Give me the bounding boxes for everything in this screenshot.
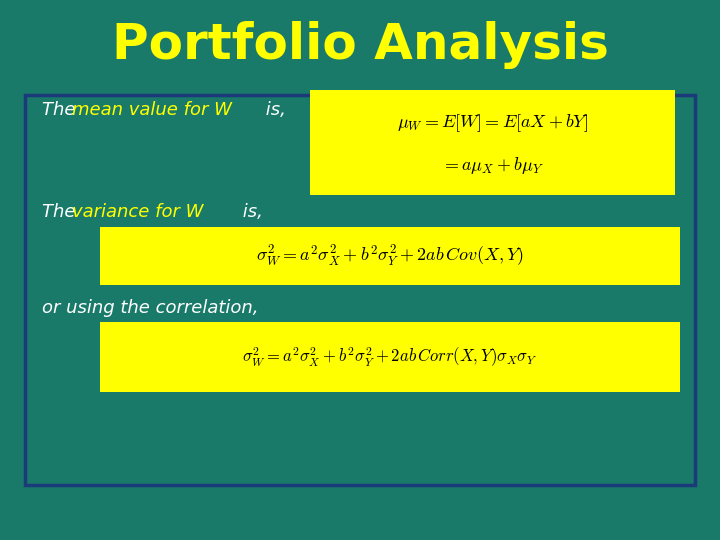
FancyBboxPatch shape — [25, 95, 695, 485]
Text: or using the correlation,: or using the correlation, — [42, 299, 258, 317]
Text: $\mu_W = E[W] = E[aX + bY]$: $\mu_W = E[W] = E[aX + bY]$ — [397, 112, 588, 134]
Text: $\sigma_W^2 = a^2\sigma_X^2 + b^2\sigma_Y^2 + 2ab\,Corr(X,Y)\sigma_X\sigma_Y$: $\sigma_W^2 = a^2\sigma_X^2 + b^2\sigma_… — [243, 345, 538, 369]
Text: is,: is, — [260, 101, 286, 119]
Text: is,: is, — [237, 203, 263, 221]
FancyBboxPatch shape — [310, 90, 675, 195]
FancyBboxPatch shape — [100, 322, 680, 392]
Text: Portfolio Analysis: Portfolio Analysis — [112, 21, 608, 69]
Text: $= a\mu_X + b\mu_Y$: $= a\mu_X + b\mu_Y$ — [441, 154, 544, 176]
FancyBboxPatch shape — [100, 227, 680, 285]
Text: The: The — [42, 203, 81, 221]
Text: mean value for W: mean value for W — [72, 101, 232, 119]
Text: The: The — [42, 101, 81, 119]
Text: $\sigma_W^2 = a^2\sigma_X^2 + b^2\sigma_Y^2 + 2ab\,Cov(X,Y)$: $\sigma_W^2 = a^2\sigma_X^2 + b^2\sigma_… — [256, 244, 524, 268]
Text: variance for W: variance for W — [72, 203, 203, 221]
